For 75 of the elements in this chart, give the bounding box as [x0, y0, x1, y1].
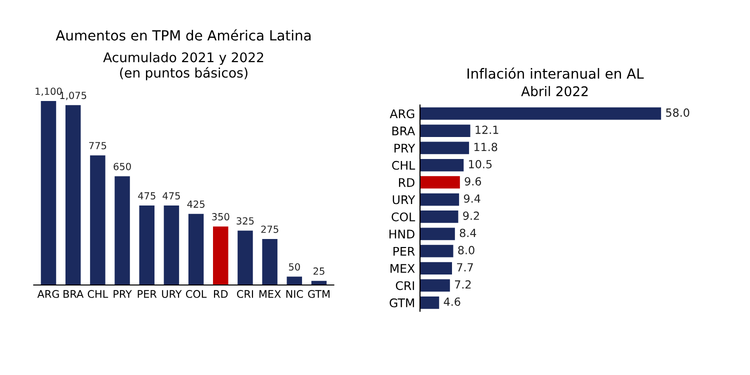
data-label: 425 [187, 200, 204, 208]
data-label: 50 [288, 263, 300, 271]
data-label: 11.8 [474, 142, 498, 152]
bar [420, 158, 464, 172]
data-label: 650 [114, 162, 131, 170]
data-label: 475 [138, 192, 156, 200]
data-label: 7.2 [455, 280, 471, 289]
bar [90, 155, 106, 285]
bar [139, 206, 154, 285]
x-tick-label: PRY [114, 290, 132, 298]
data-label: 475 [162, 192, 180, 200]
data-label: 12.1 [476, 126, 498, 134]
bar [164, 206, 180, 285]
data-label: 4.6 [444, 297, 460, 306]
y-tick-label: CRI [396, 281, 414, 290]
data-label: 7.7 [457, 263, 473, 272]
bar [65, 105, 81, 285]
chart-title: Inflación interanual en AL [468, 68, 644, 79]
x-tick-label: CHL [88, 290, 108, 298]
chart-title: Aumentos en TPM de América Latina [56, 29, 311, 41]
data-label: 8.4 [460, 228, 476, 238]
bar [238, 230, 253, 285]
y-tick-label: PRY [394, 144, 416, 152]
data-label: 275 [261, 226, 278, 233]
data-label: 350 [212, 213, 230, 220]
x-tick-label: PER [138, 290, 157, 298]
x-tick-label: COL [186, 290, 207, 298]
y-tick-label: MEX [390, 264, 415, 273]
data-label: 9.4 [464, 194, 480, 203]
bar [188, 214, 204, 285]
y-tick-label: PER [394, 246, 415, 256]
bar [262, 238, 278, 285]
x-tick-label: CRI [237, 290, 253, 298]
chart-subtitle: Abril 2022 [521, 86, 588, 96]
data-label: 1,100 [36, 88, 62, 96]
data-label: 1,075 [60, 92, 86, 100]
x-tick-label: ARG [37, 290, 59, 298]
x-tick-label: RD [214, 290, 228, 298]
data-label: 10.5 [469, 160, 492, 168]
y-tick-label: GTM [390, 298, 414, 308]
y-tick-label: COL [392, 212, 416, 222]
data-label: 25 [314, 267, 324, 275]
bar [420, 142, 470, 154]
bar [420, 262, 452, 274]
chart-subtitle: Acumulado 2021 y 2022 (en puntos básicos) [103, 52, 264, 80]
bar [40, 100, 56, 285]
bar [420, 279, 450, 292]
x-tick-label: BRA [64, 290, 84, 298]
y-tick-label: URY [392, 195, 416, 204]
bar [420, 176, 460, 189]
data-label: 58.0 [666, 108, 690, 117]
bar [420, 244, 454, 258]
data-label: 8.0 [458, 246, 474, 254]
bar [286, 276, 302, 285]
bar [420, 193, 460, 206]
bar [420, 124, 470, 137]
bar [114, 176, 130, 285]
data-label: 9.2 [463, 212, 479, 220]
bar [420, 210, 458, 223]
x-tick-label: GTM [308, 290, 330, 298]
bar [420, 296, 440, 309]
x-tick-label: MEX [259, 290, 281, 298]
bar [420, 228, 455, 240]
y-tick-label: RD [399, 178, 414, 187]
x-tick-label: URY [162, 290, 182, 298]
y-tick-label: BRA [392, 126, 416, 136]
data-label: 325 [236, 217, 254, 225]
x-tick-label: NIC [286, 290, 303, 298]
data-label: 9.6 [464, 177, 482, 186]
bar [420, 107, 662, 120]
y-tick-label: CHL [392, 160, 416, 170]
y-tick-label: HND [389, 230, 414, 238]
data-label: 775 [89, 142, 106, 150]
y-tick-label: ARG [390, 109, 414, 118]
bar [213, 226, 228, 285]
